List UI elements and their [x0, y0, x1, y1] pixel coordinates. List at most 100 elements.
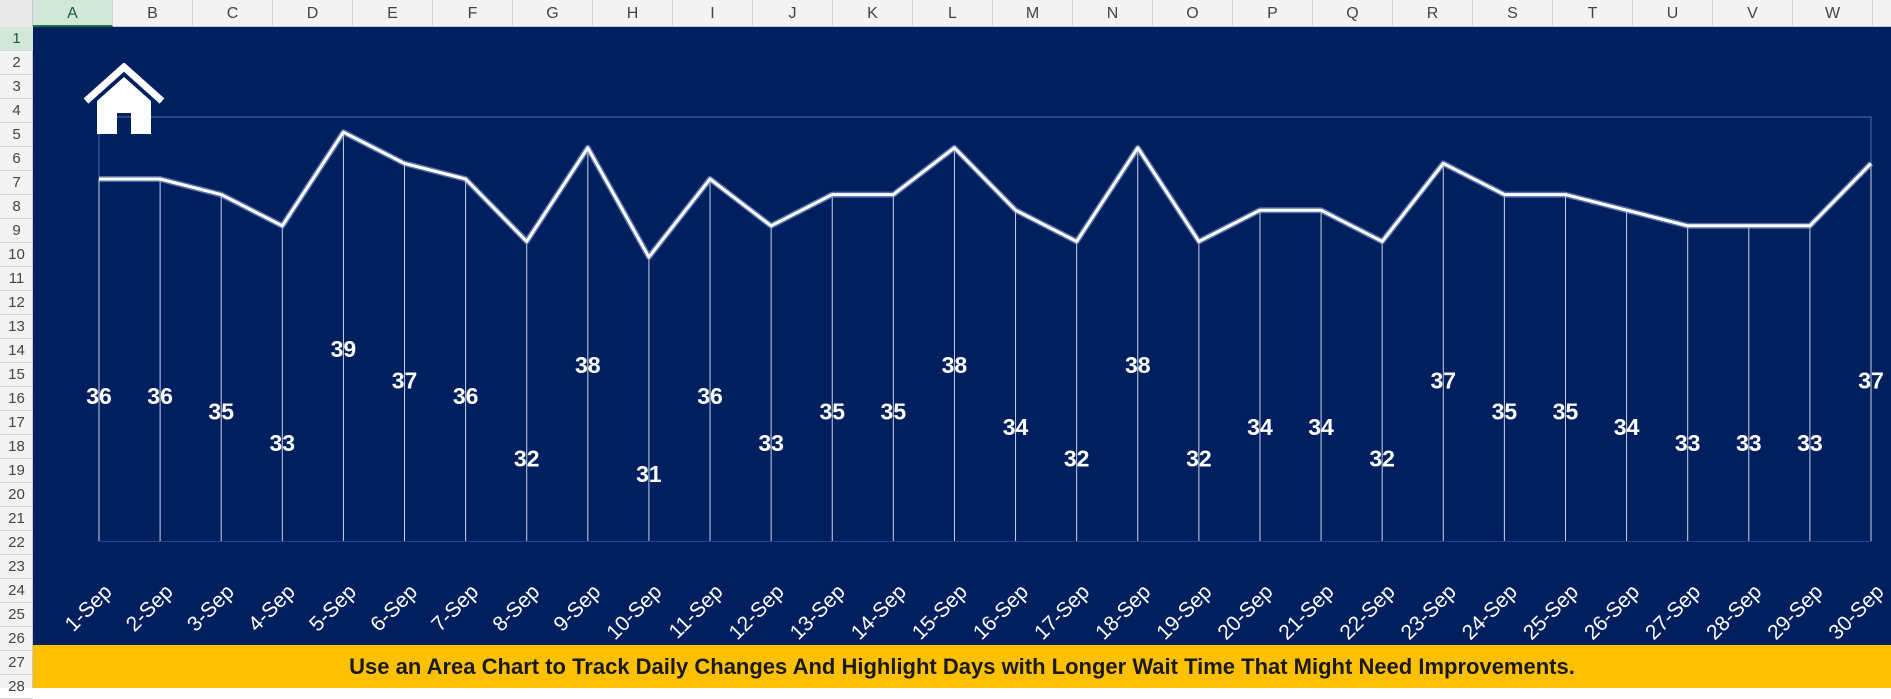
column-header-g[interactable]: G — [513, 0, 593, 27]
column-header-w[interactable]: W — [1793, 0, 1873, 27]
column-header-o[interactable]: O — [1153, 0, 1233, 27]
column-header-m[interactable]: M — [993, 0, 1073, 27]
row-header-26[interactable]: 26 — [0, 627, 33, 651]
row-header-28[interactable]: 28 — [0, 675, 33, 699]
data-label: 38 — [942, 352, 968, 378]
column-header-e[interactable]: E — [353, 0, 433, 27]
column-header-n[interactable]: N — [1073, 0, 1153, 27]
column-header-d[interactable]: D — [273, 0, 353, 27]
row-header-7[interactable]: 7 — [0, 171, 33, 195]
row-header-16[interactable]: 16 — [0, 387, 33, 411]
column-header-u[interactable]: U — [1633, 0, 1713, 27]
x-tick-label: 13-Sep — [786, 580, 850, 644]
data-label: 35 — [881, 399, 907, 425]
x-tick-label: 27-Sep — [1641, 580, 1705, 644]
row-header-27[interactable]: 27 — [0, 651, 33, 675]
row-header-18[interactable]: 18 — [0, 435, 33, 459]
x-tick-label: 6-Sep — [366, 580, 422, 636]
row-header-4[interactable]: 4 — [0, 99, 33, 123]
data-label: 35 — [819, 399, 845, 425]
column-header-l[interactable]: L — [913, 0, 993, 27]
data-label: 31 — [636, 461, 662, 487]
x-tick-label: 23-Sep — [1397, 580, 1461, 644]
x-tick-label: 28-Sep — [1702, 580, 1766, 644]
data-label: 33 — [1797, 430, 1823, 456]
x-tick-label: 17-Sep — [1030, 580, 1094, 644]
column-header-r[interactable]: R — [1393, 0, 1473, 27]
column-header-t[interactable]: T — [1553, 0, 1633, 27]
row-header-23[interactable]: 23 — [0, 555, 33, 579]
data-label: 35 — [1492, 399, 1518, 425]
x-tick-label: 15-Sep — [908, 580, 972, 644]
column-header-q[interactable]: Q — [1313, 0, 1393, 27]
x-tick-label: 14-Sep — [847, 580, 911, 644]
row-header-9[interactable]: 9 — [0, 219, 33, 243]
x-tick-label: 12-Sep — [725, 580, 789, 644]
data-label: 32 — [1064, 445, 1090, 471]
data-label: 32 — [514, 445, 540, 471]
column-header-i[interactable]: I — [673, 0, 753, 27]
row-header-6[interactable]: 6 — [0, 147, 33, 171]
data-label: 37 — [1858, 367, 1884, 393]
x-tick-label: 5-Sep — [305, 580, 361, 636]
row-header-14[interactable]: 14 — [0, 339, 33, 363]
row-header-1[interactable]: 1 — [0, 27, 33, 51]
x-tick-label: 2-Sep — [122, 580, 178, 636]
row-header-11[interactable]: 11 — [0, 267, 33, 291]
row-header-5[interactable]: 5 — [0, 123, 33, 147]
row-header-24[interactable]: 24 — [0, 579, 33, 603]
data-label: 33 — [758, 430, 784, 456]
row-header-17[interactable]: 17 — [0, 411, 33, 435]
row-header-8[interactable]: 8 — [0, 195, 33, 219]
column-header-h[interactable]: H — [593, 0, 673, 27]
column-header-f[interactable]: F — [433, 0, 513, 27]
x-tick-label: 21-Sep — [1274, 580, 1338, 644]
x-tick-label: 20-Sep — [1213, 580, 1277, 644]
row-header-25[interactable]: 25 — [0, 603, 33, 627]
data-label: 37 — [1430, 367, 1456, 393]
row-header-22[interactable]: 22 — [0, 531, 33, 555]
row-header-10[interactable]: 10 — [0, 243, 33, 267]
column-header-v[interactable]: V — [1713, 0, 1793, 27]
row-header-12[interactable]: 12 — [0, 291, 33, 315]
column-header-j[interactable]: J — [753, 0, 833, 27]
data-label: 37 — [392, 367, 418, 393]
row-header-15[interactable]: 15 — [0, 363, 33, 387]
x-tick-label: 30-Sep — [1824, 580, 1888, 644]
series-line — [99, 130, 1873, 259]
data-label: 33 — [1736, 430, 1762, 456]
row-header-21[interactable]: 21 — [0, 507, 33, 531]
x-tick-label: 25-Sep — [1519, 580, 1583, 644]
column-header-s[interactable]: S — [1473, 0, 1553, 27]
data-label: 34 — [1247, 414, 1273, 440]
banner-text: Use an Area Chart to Track Daily Changes… — [33, 645, 1891, 688]
data-label: 34 — [1614, 414, 1640, 440]
x-tick-label: 22-Sep — [1336, 580, 1400, 644]
column-header-b[interactable]: B — [113, 0, 193, 27]
row-header-3[interactable]: 3 — [0, 75, 33, 99]
x-tick-label: 9-Sep — [549, 580, 605, 636]
column-header-p[interactable]: P — [1233, 0, 1313, 27]
chart-area[interactable]: 36 36 35 33 39 37 36 32 38 31 36 33 35 35 38 34 32 38 32 34… — [33, 27, 1891, 645]
x-tick-label: 16-Sep — [969, 580, 1033, 644]
row-header-2[interactable]: 2 — [0, 51, 33, 75]
row-header-13[interactable]: 13 — [0, 315, 33, 339]
data-label: 36 — [147, 383, 173, 409]
column-header-a[interactable]: A — [33, 0, 113, 27]
wait-time-chart[interactable]: 36 36 35 33 39 37 36 32 38 31 36 33 35 35 38 34 32 38 32 34… — [33, 27, 1891, 645]
data-label: 35 — [208, 399, 234, 425]
x-tick-label: 26-Sep — [1580, 580, 1644, 644]
data-label: 38 — [575, 352, 601, 378]
row-header-19[interactable]: 19 — [0, 459, 33, 483]
row-header-20[interactable]: 20 — [0, 483, 33, 507]
x-tick-label: 8-Sep — [488, 580, 544, 636]
data-label: 36 — [453, 383, 479, 409]
x-tick-label: 11-Sep — [665, 580, 728, 643]
column-header-c[interactable]: C — [193, 0, 273, 27]
data-label: 32 — [1186, 445, 1212, 471]
select-all-corner[interactable] — [0, 0, 33, 27]
x-tick-label: 19-Sep — [1152, 580, 1216, 644]
column-header-k[interactable]: K — [833, 0, 913, 27]
home-icon[interactable] — [83, 63, 165, 135]
